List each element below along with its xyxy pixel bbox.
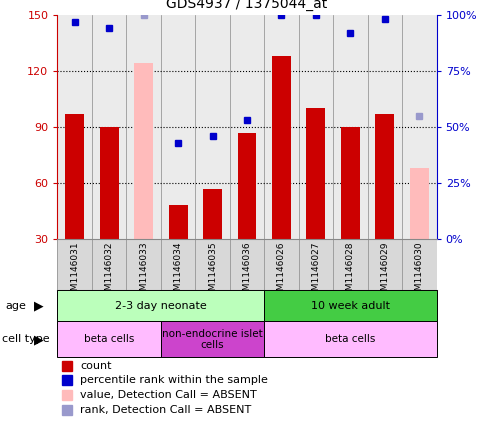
Bar	[169, 206, 188, 239]
Bar	[230, 15, 264, 239]
Text: age: age	[5, 301, 26, 310]
Bar	[306, 108, 325, 239]
Text: count: count	[80, 361, 112, 371]
Bar	[57, 290, 264, 321]
Text: non-endocrine islet
cells: non-endocrine islet cells	[162, 329, 263, 350]
Text: rank, Detection Call = ABSENT: rank, Detection Call = ABSENT	[80, 405, 251, 415]
Bar	[100, 127, 119, 239]
Bar	[195, 15, 230, 239]
Bar	[264, 290, 437, 321]
Bar	[57, 15, 92, 239]
Bar	[333, 15, 368, 239]
Bar	[161, 15, 195, 239]
Text: percentile rank within the sample: percentile rank within the sample	[80, 375, 268, 385]
Text: GSM1146028: GSM1146028	[346, 242, 355, 302]
Text: beta cells: beta cells	[325, 335, 376, 344]
Text: GSM1146036: GSM1146036	[243, 242, 251, 302]
Text: GSM1146031: GSM1146031	[70, 242, 79, 302]
Bar	[410, 168, 429, 239]
Text: cell type: cell type	[2, 335, 50, 344]
Text: GSM1146030: GSM1146030	[415, 242, 424, 302]
Bar	[238, 132, 256, 239]
Text: GSM1146026: GSM1146026	[277, 242, 286, 302]
Title: GDS4937 / 1375044_at: GDS4937 / 1375044_at	[166, 0, 328, 11]
Bar	[272, 56, 291, 239]
Bar	[264, 321, 437, 357]
Text: value, Detection Call = ABSENT: value, Detection Call = ABSENT	[80, 390, 257, 400]
Text: GSM1146033: GSM1146033	[139, 242, 148, 302]
Bar	[126, 15, 161, 239]
Text: 10 week adult: 10 week adult	[311, 301, 390, 310]
Text: GSM1146035: GSM1146035	[208, 242, 217, 302]
Bar	[368, 15, 402, 239]
Bar	[341, 127, 360, 239]
Text: GSM1146034: GSM1146034	[174, 242, 183, 302]
Bar	[402, 15, 437, 239]
Bar	[299, 15, 333, 239]
Text: 2-3 day neonate: 2-3 day neonate	[115, 301, 207, 310]
Bar	[57, 321, 161, 357]
Text: GSM1146032: GSM1146032	[105, 242, 114, 302]
Bar	[161, 321, 264, 357]
Text: GSM1146029: GSM1146029	[380, 242, 389, 302]
Bar	[134, 63, 153, 239]
Text: beta cells: beta cells	[84, 335, 134, 344]
Bar	[264, 15, 299, 239]
Text: GSM1146027: GSM1146027	[311, 242, 320, 302]
Bar	[375, 114, 394, 239]
Text: ▶: ▶	[34, 333, 44, 346]
Text: ▶: ▶	[34, 299, 44, 312]
Bar	[92, 15, 126, 239]
Bar	[65, 114, 84, 239]
Bar	[203, 189, 222, 239]
